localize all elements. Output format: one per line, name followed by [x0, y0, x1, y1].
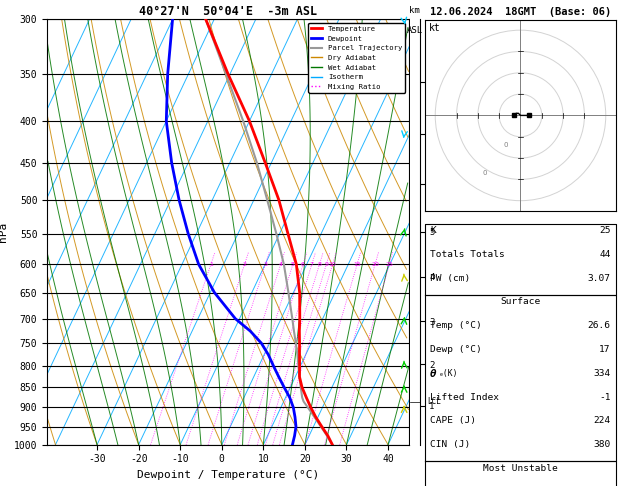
- Text: 0: 0: [482, 170, 487, 176]
- Text: ASL: ASL: [407, 26, 423, 35]
- Text: CIN (J): CIN (J): [430, 440, 470, 449]
- Text: 7: 7: [310, 262, 314, 267]
- Text: 3: 3: [264, 262, 267, 267]
- Text: 334: 334: [593, 369, 611, 378]
- Text: Most Unstable: Most Unstable: [483, 464, 558, 473]
- Text: Dewp (°C): Dewp (°C): [430, 345, 482, 354]
- Text: 9: 9: [325, 262, 328, 267]
- Text: 44: 44: [599, 250, 611, 259]
- Text: Surface: Surface: [501, 297, 540, 306]
- Text: km: km: [409, 6, 420, 15]
- Text: LCL: LCL: [427, 397, 441, 406]
- Text: 4: 4: [279, 262, 282, 267]
- Text: 15: 15: [353, 262, 361, 267]
- Text: 17: 17: [599, 345, 611, 354]
- Text: Lifted Index: Lifted Index: [430, 393, 499, 401]
- Text: Temp (°C): Temp (°C): [430, 321, 482, 330]
- Text: 25: 25: [386, 262, 393, 267]
- Text: 8: 8: [318, 262, 321, 267]
- Title: 40°27'N  50°04'E  -3m ASL: 40°27'N 50°04'E -3m ASL: [139, 5, 317, 18]
- Text: 380: 380: [593, 440, 611, 449]
- Text: θ: θ: [430, 369, 437, 379]
- Text: 0: 0: [503, 142, 508, 148]
- Text: -1: -1: [599, 393, 611, 401]
- Text: PW (cm): PW (cm): [430, 274, 470, 283]
- Text: 20: 20: [371, 262, 379, 267]
- Text: 25: 25: [599, 226, 611, 235]
- Text: 2: 2: [243, 262, 247, 267]
- Text: Totals Totals: Totals Totals: [430, 250, 505, 259]
- Text: 26.6: 26.6: [587, 321, 611, 330]
- Text: 5: 5: [291, 262, 295, 267]
- Legend: Temperature, Dewpoint, Parcel Trajectory, Dry Adiabat, Wet Adiabat, Isotherm, Mi: Temperature, Dewpoint, Parcel Trajectory…: [308, 23, 405, 93]
- Text: 6: 6: [301, 262, 305, 267]
- Text: K: K: [430, 226, 436, 235]
- Text: kt: kt: [428, 23, 440, 34]
- Text: 3.07: 3.07: [587, 274, 611, 283]
- Text: ₑ(K): ₑ(K): [439, 369, 459, 378]
- Y-axis label: hPa: hPa: [0, 222, 8, 242]
- Text: 10: 10: [329, 262, 337, 267]
- Text: CAPE (J): CAPE (J): [430, 417, 476, 425]
- Text: 1: 1: [209, 262, 213, 267]
- Title: 12.06.2024  18GMT  (Base: 06): 12.06.2024 18GMT (Base: 06): [430, 7, 611, 17]
- Text: 224: 224: [593, 417, 611, 425]
- X-axis label: Dewpoint / Temperature (°C): Dewpoint / Temperature (°C): [137, 470, 319, 480]
